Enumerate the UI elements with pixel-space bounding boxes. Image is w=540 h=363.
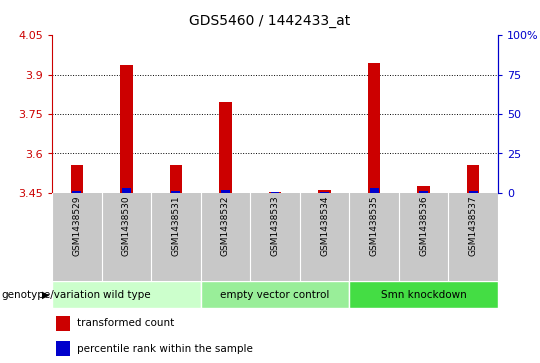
Bar xyxy=(57,341,70,356)
Text: Smn knockdown: Smn knockdown xyxy=(381,290,467,299)
Bar xyxy=(469,191,478,193)
Bar xyxy=(170,166,182,193)
Text: GSM1438536: GSM1438536 xyxy=(419,196,428,256)
Text: GSM1438531: GSM1438531 xyxy=(171,196,180,256)
Text: GSM1438532: GSM1438532 xyxy=(221,196,230,256)
Text: GSM1438530: GSM1438530 xyxy=(122,196,131,256)
Bar xyxy=(271,192,280,193)
Bar xyxy=(122,188,131,193)
Bar xyxy=(349,281,498,308)
Bar xyxy=(419,191,428,193)
Text: empty vector control: empty vector control xyxy=(220,290,330,299)
Bar xyxy=(52,281,201,308)
Bar xyxy=(319,190,331,193)
Bar xyxy=(201,281,349,308)
Bar xyxy=(221,190,230,193)
Text: GSM1438533: GSM1438533 xyxy=(271,196,280,256)
Bar xyxy=(219,102,232,193)
Bar xyxy=(320,192,329,193)
Text: GSM1438529: GSM1438529 xyxy=(72,196,82,256)
Bar xyxy=(467,166,480,193)
Bar xyxy=(171,191,180,193)
Text: GSM1438535: GSM1438535 xyxy=(369,196,379,256)
Text: GSM1438537: GSM1438537 xyxy=(469,196,478,256)
Text: GSM1438534: GSM1438534 xyxy=(320,196,329,256)
Text: ▶: ▶ xyxy=(42,290,49,299)
Bar xyxy=(57,316,70,331)
Bar xyxy=(71,166,83,193)
Bar xyxy=(72,191,81,193)
Text: percentile rank within the sample: percentile rank within the sample xyxy=(77,344,252,354)
Bar xyxy=(120,65,132,193)
Bar xyxy=(370,188,379,193)
Bar xyxy=(417,187,430,193)
Bar xyxy=(269,192,281,193)
Text: GDS5460 / 1442433_at: GDS5460 / 1442433_at xyxy=(190,14,350,28)
Bar xyxy=(368,63,380,193)
Text: transformed count: transformed count xyxy=(77,318,174,329)
Text: wild type: wild type xyxy=(103,290,150,299)
Text: genotype/variation: genotype/variation xyxy=(1,290,100,299)
